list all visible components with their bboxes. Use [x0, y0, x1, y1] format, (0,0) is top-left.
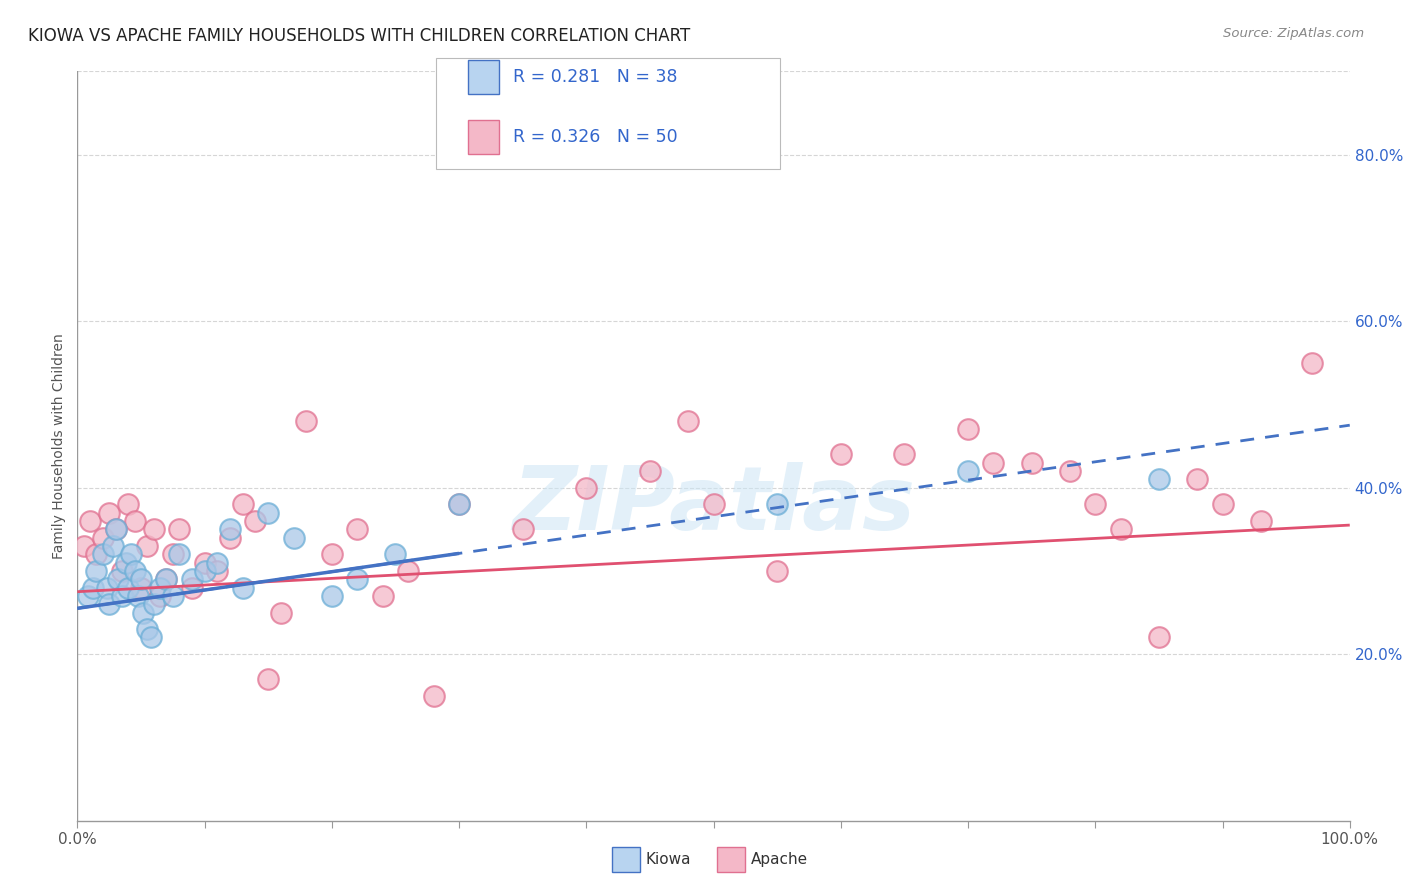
Text: Apache: Apache [751, 853, 808, 867]
Point [957, 422, 980, 436]
Point [129, 581, 152, 595]
Point [449, 497, 471, 511]
Point [82, 581, 104, 595]
Point [155, 572, 177, 586]
Point [1147, 631, 1170, 645]
Point [107, 572, 129, 586]
Point [104, 522, 127, 536]
Point [129, 572, 152, 586]
Point [124, 514, 146, 528]
Point [245, 514, 267, 528]
Y-axis label: Family Households with Children: Family Households with Children [52, 333, 66, 559]
Point [149, 581, 172, 595]
Point [86, 547, 108, 561]
Text: ZIPatlas: ZIPatlas [512, 462, 915, 549]
Point [1109, 522, 1132, 536]
Point [167, 522, 190, 536]
Point [104, 522, 127, 536]
Point [283, 531, 305, 545]
Point [1250, 514, 1272, 528]
Point [127, 589, 149, 603]
Text: Source: ZipAtlas.com: Source: ZipAtlas.com [1223, 27, 1364, 40]
Point [139, 631, 162, 645]
Text: R = 0.281   N = 38: R = 0.281 N = 38 [513, 68, 678, 86]
Point [167, 547, 190, 561]
Point [232, 581, 254, 595]
Point [124, 564, 146, 578]
Point [96, 581, 118, 595]
Point [117, 497, 139, 511]
Point [321, 547, 343, 561]
Point [396, 564, 419, 578]
Point [207, 556, 229, 570]
Point [346, 522, 368, 536]
Point [321, 589, 343, 603]
Point [194, 564, 217, 578]
Point [1185, 472, 1208, 486]
Point [180, 572, 202, 586]
Point [76, 589, 98, 603]
Point [638, 464, 661, 478]
Point [117, 581, 139, 595]
Point [155, 572, 177, 586]
Point [766, 564, 789, 578]
Point [1084, 497, 1107, 511]
Point [114, 556, 136, 570]
Point [232, 497, 254, 511]
Point [512, 522, 534, 536]
Point [86, 564, 108, 578]
Point [73, 539, 96, 553]
Point [257, 672, 280, 686]
Point [120, 547, 142, 561]
Point [194, 556, 217, 570]
Point [98, 506, 121, 520]
Point [703, 497, 725, 511]
Text: Kiowa: Kiowa [645, 853, 690, 867]
Point [142, 522, 165, 536]
Point [957, 464, 980, 478]
Point [1059, 464, 1081, 478]
Point [162, 589, 184, 603]
Point [136, 622, 159, 636]
Point [91, 531, 114, 545]
Point [111, 589, 134, 603]
Point [91, 547, 114, 561]
Point [219, 522, 242, 536]
Text: R = 0.326   N = 50: R = 0.326 N = 50 [513, 128, 678, 146]
Point [575, 481, 598, 495]
Point [180, 581, 202, 595]
Point [1147, 472, 1170, 486]
Point [295, 414, 318, 428]
Point [1301, 356, 1323, 370]
Point [346, 572, 368, 586]
Point [1212, 497, 1234, 511]
Point [162, 547, 184, 561]
Point [422, 689, 444, 703]
Point [149, 589, 172, 603]
Point [132, 606, 155, 620]
Point [1021, 456, 1043, 470]
Point [384, 547, 406, 561]
Point [449, 497, 471, 511]
Point [766, 497, 789, 511]
Point [893, 447, 915, 461]
Text: KIOWA VS APACHE FAMILY HOUSEHOLDS WITH CHILDREN CORRELATION CHART: KIOWA VS APACHE FAMILY HOUSEHOLDS WITH C… [28, 27, 690, 45]
Point [983, 456, 1005, 470]
Point [101, 539, 124, 553]
Point [207, 564, 229, 578]
Point [219, 531, 242, 545]
Point [830, 447, 852, 461]
Point [676, 414, 699, 428]
Point [270, 606, 292, 620]
Point [136, 539, 159, 553]
Point [79, 514, 101, 528]
Point [257, 506, 280, 520]
Point [98, 597, 121, 611]
Point [111, 564, 134, 578]
Point [142, 597, 165, 611]
Point [371, 589, 394, 603]
